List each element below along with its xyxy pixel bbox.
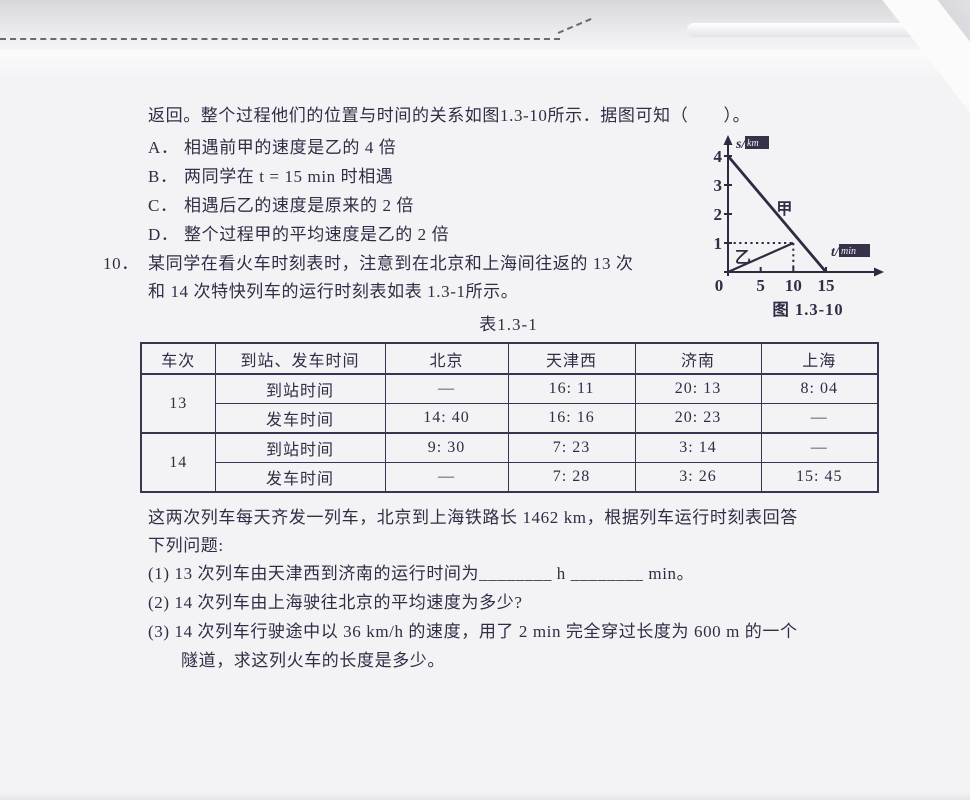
cell: 8: 04 [760,373,879,404]
position-time-graph: 5 10 15 1 2 3 4 0 甲乙 s/km t/min 图 1.3-10 [714,135,884,319]
cell: 16: 11 [507,373,636,404]
option-c-text: 相遇后乙的速度是原来的 2 倍 [184,196,414,215]
header-jinan: 济南 [634,342,762,375]
option-b-label: B． [148,167,178,186]
cell: 3: 26 [634,462,762,493]
q10-line2: 和 14 次特快列车的运行时刻表如表 1.3-1所示。 [148,282,519,301]
cell: 7: 28 [507,462,636,493]
svg-text:5: 5 [756,276,765,295]
train-13-number: 13 [140,373,216,434]
svg-text:图 1.3-10: 图 1.3-10 [772,300,843,319]
q10-number: 10． [103,254,139,273]
row-type: 到站时间 [214,373,386,404]
row-type: 到站时间 [214,432,386,463]
table-header-row: 车次 到站、发车时间 北京 天津西 济南 上海 [140,342,879,375]
figure-1-3-10: 5 10 15 1 2 3 4 0 甲乙 s/km t/min 图 1.3-10 [690,128,905,328]
option-d: D． 整个过程甲的平均速度是乙的 2 倍 [148,220,449,245]
cell: 15: 45 [760,462,879,493]
cell: — [760,432,879,463]
svg-text:4: 4 [714,147,723,166]
sub-question-3-cont: 隧道，求这列火车的长度是多少。 [181,651,445,670]
q10-line1: 某同学在看火车时刻表时，注意到在北京和上海间往返的 13 次 [148,254,634,273]
table-row: 14 到站时间 9: 30 7: 23 3: 14 — [140,432,879,493]
svg-text:km: km [747,138,759,149]
svg-text:15: 15 [817,276,834,295]
header-arr-dep: 到站、发车时间 [214,342,386,375]
option-b: B． 两同学在 t = 15 min 时相遇 [148,162,393,187]
header-beijing: 北京 [384,342,509,375]
option-c-label: C． [148,196,178,215]
cell: — [384,373,509,404]
train-timetable: 车次 到站、发车时间 北京 天津西 济南 上海 13 到站时间 — 16: 11… [140,342,879,493]
svg-text:s/: s/ [735,137,746,152]
svg-text:3: 3 [714,176,723,195]
cell: 16: 16 [507,403,636,434]
svg-text:甲: 甲 [776,200,792,218]
table-row: 13 到站时间 — 16: 11 20: 13 8: 04 [140,373,879,434]
option-a-label: A． [148,138,179,157]
table-row: 发车时间 14: 40 16: 16 20: 23 — [141,403,879,434]
corner-rounded-band [687,23,970,37]
option-b-text: 两同学在 t = 15 min 时相遇 [184,167,394,186]
bottom-edge-shade [0,792,970,800]
cell: 20: 13 [634,373,762,404]
header-train-no: 车次 [140,342,216,375]
sub-question-3: (3) 14 次列车行驶途中以 36 km/h 的速度，用了 2 min 完全穿… [148,622,798,641]
svg-text:2: 2 [714,205,723,224]
option-a-text: 相遇前甲的速度是乙的 4 倍 [184,138,397,157]
row-type: 发车时间 [214,462,386,493]
cell: 9: 30 [384,432,509,463]
closing-line1: 这两次列车每天齐发一列车，北京到上海铁路长 1462 km，根据列车运行时刻表回… [148,508,798,527]
cell: 20: 23 [634,403,762,434]
torn-edge-dashed-line [0,38,560,40]
svg-text:0: 0 [715,276,724,295]
option-d-label: D． [148,225,179,244]
cell: 3: 14 [634,432,762,463]
question-intro: 返回。整个过程他们的位置与时间的关系如图1.3-10所示．据图可知（ ）。 [148,106,751,125]
train-14-number: 14 [140,432,216,493]
cell: — [760,403,879,434]
svg-text:t/: t/ [831,245,840,260]
table-row: 发车时间 — 7: 28 3: 26 15: 45 [141,462,879,493]
svg-text:乙: 乙 [735,249,751,266]
svg-text:1: 1 [714,234,723,253]
svg-text:10: 10 [785,276,802,295]
table-caption: 表1.3-1 [479,315,538,334]
cell: 7: 23 [507,432,636,463]
row-type: 发车时间 [214,403,386,434]
sub-question-2: (2) 14 次列车由上海驶往北京的平均速度为多少? [148,593,523,612]
option-c: C． 相遇后乙的速度是原来的 2 倍 [148,191,414,216]
top-white-sweep [0,50,970,80]
option-a: A． 相遇前甲的速度是乙的 4 倍 [148,133,396,158]
closing-line2: 下列问题: [148,536,224,555]
sub-question-1: (1) 13 次列车由天津西到济南的运行时间为________ h ______… [148,564,695,583]
svg-text:min: min [841,246,856,257]
header-shanghai: 上海 [760,342,879,375]
cell: — [384,462,509,493]
header-tianjinxi: 天津西 [507,342,636,375]
cell: 14: 40 [384,403,509,434]
option-d-text: 整个过程甲的平均速度是乙的 2 倍 [184,225,450,244]
